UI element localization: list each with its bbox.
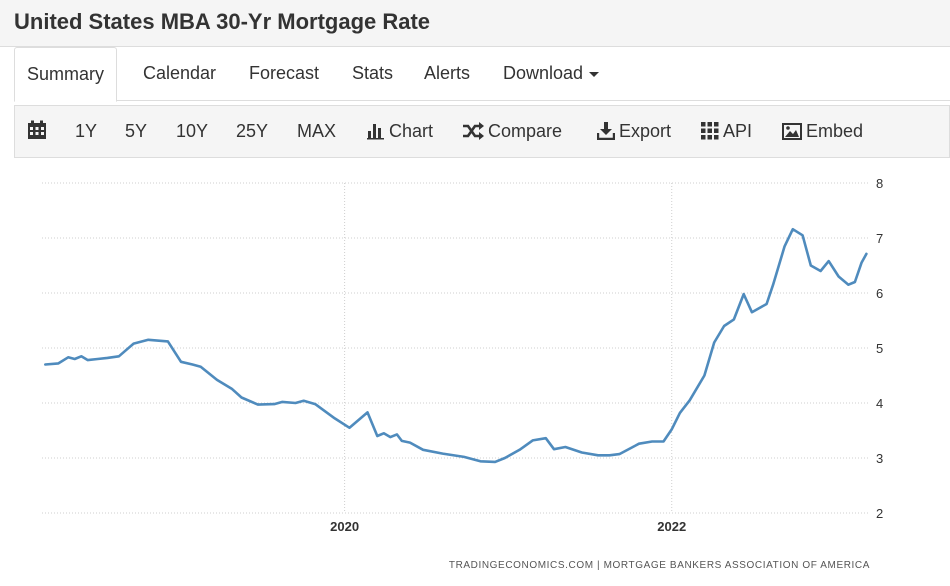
x-tick-label: 2020 — [330, 519, 359, 534]
tab-download[interactable]: Download — [503, 47, 600, 100]
compare-button[interactable]: Compare — [462, 106, 562, 157]
y-tick-label: 3 — [876, 451, 883, 466]
range-max-button[interactable]: MAX — [297, 121, 337, 141]
tab-stats[interactable]: Stats — [352, 63, 394, 83]
y-tick-label: 8 — [876, 176, 883, 191]
range-25y-button[interactable]: 25Y — [236, 121, 269, 141]
grid-layer — [42, 182, 868, 514]
y-tick-label: 7 — [876, 231, 883, 246]
chart-type-button[interactable]: Chart — [367, 106, 433, 157]
api-button[interactable]: API — [701, 106, 752, 157]
page-title: United States MBA 30-Yr Mortgage Rate — [14, 9, 431, 34]
grid-icon — [701, 122, 719, 140]
range-5y-button[interactable]: 5Y — [125, 121, 148, 141]
title-bar: United States MBA 30-Yr Mortgage Rate — [0, 0, 950, 47]
series-layer — [43, 227, 868, 464]
calendar-icon[interactable] — [27, 106, 51, 157]
source-credit: TRADINGECONOMICS.COM | MORTGAGE BANKERS … — [449, 560, 870, 571]
line-chart: 2 3 4 5 6 7 8 2020 2022 TRADINGECONOMICS.COM | M… — [42, 176, 883, 571]
chart-toolbar: 1Y 5Y 10Y 25Y MAX Chart Compare Export A… — [14, 105, 950, 158]
y-tick-label: 5 — [876, 341, 883, 356]
tab-calendar[interactable]: Calendar — [143, 63, 217, 83]
tab-summary[interactable]: Summary — [14, 47, 118, 102]
y-tick-label: 6 — [876, 286, 883, 301]
y-tick-label: 4 — [876, 396, 883, 411]
y-tick-label: 2 — [876, 506, 883, 521]
tab-forecast[interactable]: Forecast — [249, 63, 320, 83]
range-10y-button[interactable]: 10Y — [176, 121, 209, 141]
bar-chart-icon — [367, 124, 384, 140]
caret-down-icon — [589, 71, 600, 77]
embed-button[interactable]: Embed — [782, 106, 863, 157]
x-tick-label: 2022 — [657, 519, 686, 534]
chart-label: Chart — [389, 121, 434, 141]
range-1y-button[interactable]: 1Y — [75, 121, 98, 141]
embed-label: Embed — [806, 121, 864, 141]
export-button[interactable]: Export — [596, 106, 672, 157]
image-icon — [782, 123, 802, 140]
tab-bar: Summary Calendar Forecast Stats Alerts D… — [14, 47, 950, 102]
api-label: API — [723, 121, 753, 141]
tab-download-label: Download — [503, 63, 584, 83]
series-line-0 — [43, 227, 868, 464]
tab-alerts[interactable]: Alerts — [424, 63, 471, 83]
shuffle-icon — [463, 122, 484, 140]
axis-label-layer: 2 3 4 5 6 7 8 2020 2022 — [330, 176, 883, 534]
export-label: Export — [619, 121, 672, 141]
download-icon — [596, 122, 616, 141]
chart-area: 2 3 4 5 6 7 8 2020 2022 TRADINGECONOMICS.COM | M… — [0, 160, 950, 581]
compare-label: Compare — [488, 121, 563, 141]
